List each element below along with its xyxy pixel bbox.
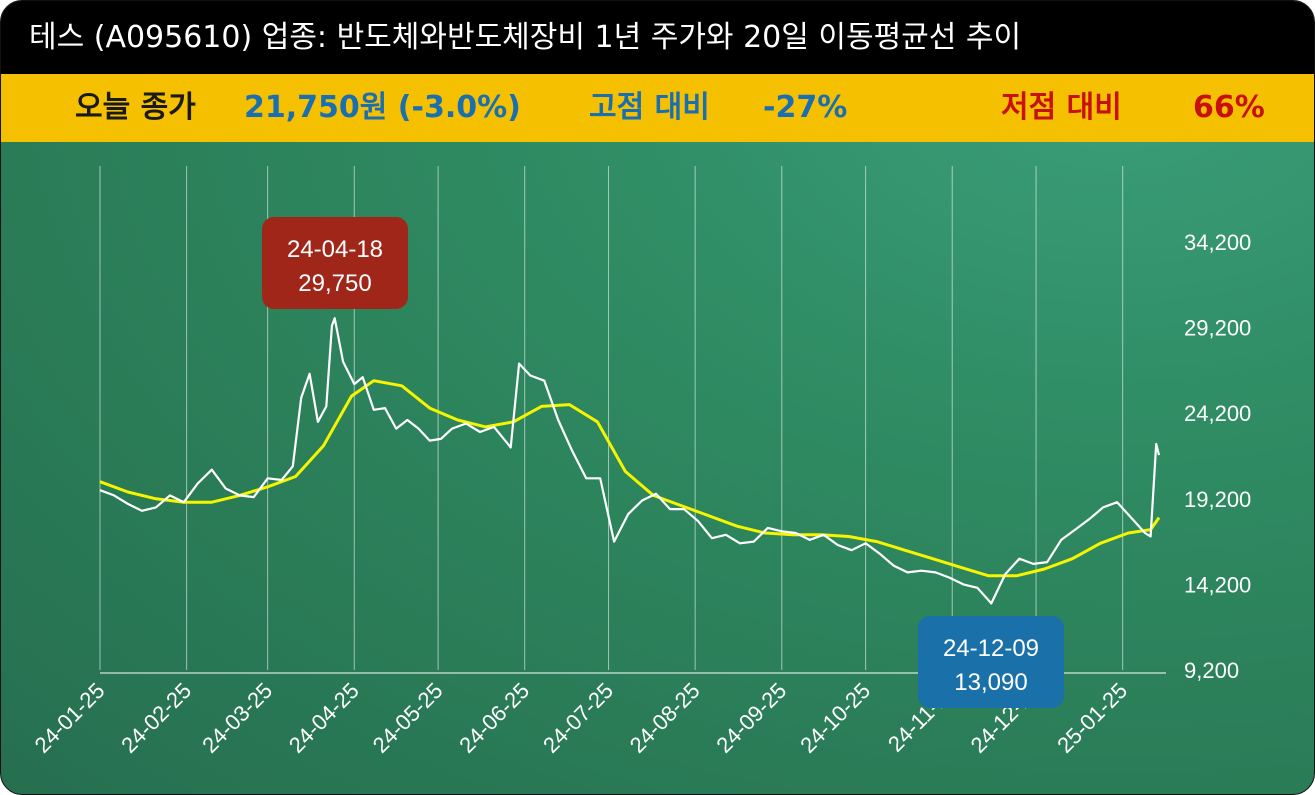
x-tick-label: 25-01-25 [1052,678,1132,758]
x-tick-label: 24-07-25 [538,678,618,758]
x-tick-label: 24-01-25 [30,678,110,758]
vs-low-label: 저점 대비 [1001,90,1122,125]
low-annotation-box [918,616,1064,708]
today-close-value: 21,750원 (-3.0%) [244,90,521,125]
high-annotation-box [262,217,408,309]
x-tick-label: 24-02-25 [116,678,196,758]
price-line [99,317,1161,605]
x-tick-label: 24-09-25 [711,678,791,758]
y-tick-label: 34,200 [1184,230,1251,255]
vs-high-value: -27% [763,90,848,125]
x-tick-label: 24-04-25 [284,678,364,758]
stats-bar: 오늘 종가 21,750원 (-3.0%) 고점 대비 -27% 저점 대비 6… [1,74,1314,142]
y-tick-label: 14,200 [1184,572,1251,597]
x-tick-label: 24-08-25 [625,678,705,758]
vs-low-value: 66% [1193,90,1265,125]
price-chart: 9,200 14,200 19,200 24,200 29,200 34,200 24-0… [30,166,1251,758]
y-tick-label: 29,200 [1184,316,1251,341]
y-tick-label: 9,200 [1184,658,1239,683]
today-close-label: 오늘 종가 [75,90,196,125]
y-tick-labels: 9,200 14,200 19,200 24,200 29,200 34,200 [1184,230,1251,683]
price-series [99,317,1161,605]
x-tick-label: 24-03-25 [197,678,277,758]
high-annotation-value: 29,750 [298,270,371,297]
y-tick-label: 24,200 [1184,401,1251,426]
high-annotation-date: 24-04-18 [287,236,383,263]
ma20-line [99,379,1161,578]
ma20-series [99,379,1161,578]
x-tick-label: 24-10-25 [795,678,875,758]
chart-title: 테스 (A095610) 업종: 반도체와반도체장비 1년 주가와 20일 이동… [1,1,1314,74]
low-annotation-value: 13,090 [954,669,1027,696]
vs-high-label: 고점 대비 [589,90,710,125]
x-tick-label: 24-06-25 [454,678,534,758]
grid-lines [99,166,1124,670]
low-annotation-date: 24-12-09 [943,635,1039,662]
annotations: 24-04-18 29,750 24-12-09 13,090 [262,217,1064,708]
y-tick-label: 19,200 [1184,487,1251,512]
x-tick-label: 24-05-25 [368,678,448,758]
